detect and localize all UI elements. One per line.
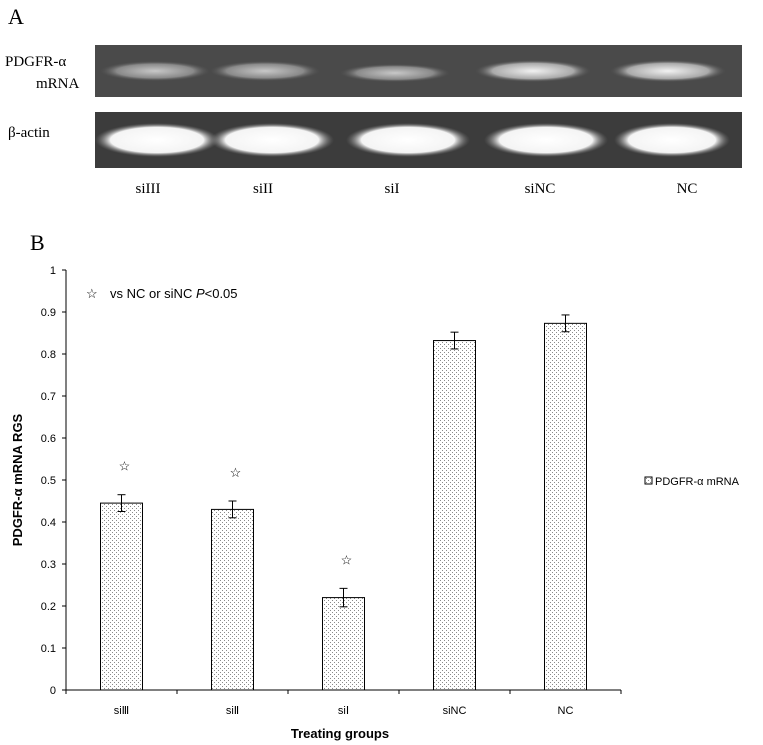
- error-bar: [561, 314, 570, 333]
- panel-label: B: [30, 230, 45, 255]
- y-tick-label: 0.6: [41, 433, 56, 445]
- x-tick-label: siⅠ: [338, 705, 349, 717]
- x-tick-label: NC: [558, 705, 574, 717]
- lane-label: siII: [253, 181, 273, 197]
- row-label: PDGFR-α: [5, 54, 66, 70]
- gel-bands: [95, 60, 730, 157]
- y-tick-label: 0.1: [41, 643, 56, 655]
- y-tick-label: 0: [50, 685, 56, 697]
- lane-label: siI: [385, 181, 400, 197]
- y-tick-label: 0.5: [41, 475, 56, 487]
- y-axis-title: PDGFR-α mRNA RGS: [10, 413, 25, 546]
- panel-label: A: [8, 4, 24, 29]
- y-tick-label: 0.2: [41, 601, 56, 613]
- y-tick-label: 0.8: [41, 349, 56, 361]
- lane-label: siNC: [525, 181, 556, 197]
- y-tick-label: 0.7: [41, 391, 56, 403]
- error-bar: [339, 587, 348, 608]
- annotation-text: P: [196, 286, 205, 301]
- bar: [433, 340, 476, 691]
- legend-label: PDGFR-α mRNA: [655, 476, 740, 488]
- annotation-text: vs NC or siNC: [110, 286, 196, 301]
- x-tick-label: siNC: [443, 705, 467, 717]
- error-bar: [450, 331, 459, 350]
- annotation: vs NC or siNC P<0.05: [110, 286, 238, 301]
- significance-marker: ☆: [230, 465, 242, 480]
- annotation-marker: ☆: [86, 286, 98, 301]
- x-axis-title: Treating groups: [291, 726, 389, 741]
- y-tick-label: 0.9: [41, 307, 56, 319]
- lane-label: NC: [677, 181, 698, 197]
- bar: [544, 322, 587, 691]
- significance-marker: ☆: [341, 552, 353, 567]
- bar: [211, 508, 254, 691]
- y-tick-label: 0.4: [41, 517, 56, 529]
- annotation-text: <0.05: [205, 286, 238, 301]
- bar: [322, 597, 365, 691]
- y-tick-label: 1: [50, 265, 56, 277]
- x-tick-label: siⅡ: [226, 705, 239, 717]
- bar: [100, 502, 143, 691]
- y-tick-label: 0.3: [41, 559, 56, 571]
- legend-swatch: [644, 476, 653, 485]
- significance-marker: ☆: [119, 459, 131, 474]
- error-bar: [228, 500, 237, 519]
- row-label: β-actin: [8, 125, 50, 141]
- error-bar: [117, 494, 126, 512]
- x-tick-label: siⅢ: [114, 705, 130, 717]
- lane-label: siIII: [136, 181, 161, 197]
- row-label: mRNA: [36, 76, 80, 92]
